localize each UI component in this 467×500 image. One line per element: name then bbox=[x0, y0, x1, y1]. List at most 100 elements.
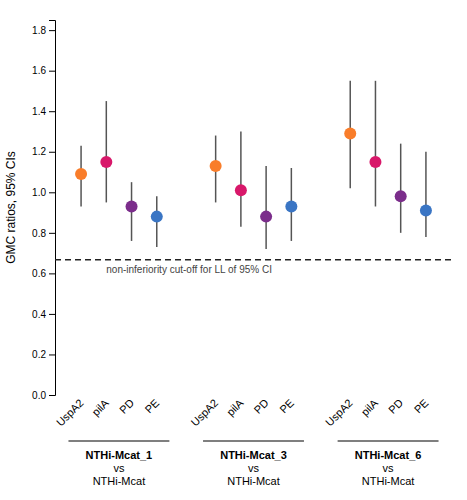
y-tick-mark bbox=[49, 111, 55, 112]
group-label-line: NTHi-Mcat_3 bbox=[220, 449, 287, 461]
error-bar bbox=[400, 144, 402, 233]
series bbox=[100, 81, 381, 227]
series bbox=[75, 81, 356, 207]
error-bar bbox=[106, 101, 108, 202]
y-tick-label: 1.2 bbox=[32, 146, 46, 157]
y-tick: 1.4 bbox=[32, 106, 55, 117]
x-axis: UspA2pilA PD PE bbox=[323, 396, 431, 428]
y-tick-label: 0.0 bbox=[32, 390, 46, 401]
y-tick-label: 0.2 bbox=[32, 349, 46, 360]
y-tick-label: 1.6 bbox=[32, 65, 46, 76]
group-label-line: NTHi-Mcat_6 bbox=[355, 449, 422, 461]
x-axis: UspA2pilA PD PE bbox=[188, 396, 296, 428]
y-tick-label: 1.4 bbox=[32, 106, 46, 117]
x-tick-label: PE bbox=[277, 397, 296, 416]
y-tick-mark bbox=[49, 273, 55, 274]
point bbox=[285, 200, 297, 212]
x-tick-label: PD bbox=[117, 397, 136, 416]
group-label-line: NTHi-Mcat bbox=[362, 475, 415, 487]
x-tick-label: PD bbox=[386, 397, 405, 416]
x-tick: PD bbox=[386, 397, 405, 416]
x-tick: UspA2 bbox=[188, 397, 220, 429]
plot-root: 0.0 0.2 0.4 0.6 0.8 1.0 1.2 1.4 1.6 1.8 GMC ratios… bbox=[4, 21, 452, 488]
y-axis: 0.0 0.2 0.4 0.6 0.8 1.0 1.2 1.4 1.6 1.8 bbox=[32, 21, 55, 401]
x-tick: pilA bbox=[359, 396, 381, 418]
x-tick: PD bbox=[251, 397, 270, 416]
y-tick: 1.6 bbox=[32, 65, 55, 76]
group-label: NTHi-Mcat_6vsNTHi-Mcat bbox=[355, 449, 422, 487]
point bbox=[420, 205, 432, 217]
y-tick: 1.0 bbox=[32, 187, 55, 198]
y-tick-mark bbox=[49, 233, 55, 234]
x-tick: UspA2 bbox=[323, 397, 355, 429]
x-tick-label: pilA bbox=[89, 396, 111, 418]
x-tick-label: PE bbox=[143, 397, 162, 416]
x-tick: pilA bbox=[224, 396, 246, 418]
y-tick: 0.8 bbox=[32, 228, 55, 239]
group-label-line: vs bbox=[383, 462, 395, 474]
x-tick: pilA bbox=[89, 396, 111, 418]
error-bar bbox=[265, 166, 267, 249]
x-tick: PE bbox=[277, 397, 296, 416]
y-tick-mark bbox=[49, 30, 55, 31]
x-tick: PE bbox=[143, 397, 162, 416]
plot-area bbox=[55, 81, 452, 260]
point bbox=[210, 160, 222, 172]
point bbox=[260, 211, 272, 223]
point bbox=[100, 156, 112, 168]
x-tick: PE bbox=[412, 397, 431, 416]
error-bar bbox=[240, 131, 242, 226]
x-tick-label: pilA bbox=[224, 396, 246, 418]
y-tick: 0.6 bbox=[32, 268, 55, 279]
x-tick-label: UspA2 bbox=[54, 397, 86, 429]
point bbox=[395, 190, 407, 202]
y-tick-mark bbox=[49, 354, 55, 355]
cutoff-label: non-inferiority cut-off for LL of 95% CI bbox=[106, 264, 272, 275]
y-tick-label: 0.8 bbox=[32, 228, 46, 239]
x-tick-label: UspA2 bbox=[188, 397, 220, 429]
point bbox=[151, 211, 163, 223]
group-label: NTHi-Mcat_3vsNTHi-Mcat bbox=[220, 449, 287, 487]
error-bar bbox=[375, 81, 377, 207]
group-label-line: vs bbox=[113, 462, 125, 474]
cutoff-line bbox=[55, 259, 452, 261]
group-underline bbox=[338, 440, 439, 441]
group-underline bbox=[203, 440, 304, 441]
y-tick: 1.8 bbox=[32, 25, 55, 36]
x-tick-label: PE bbox=[412, 397, 431, 416]
y-tick-label: 0.4 bbox=[32, 309, 46, 320]
group-underline bbox=[68, 440, 169, 441]
y-tick-label: 1.8 bbox=[32, 25, 46, 36]
point bbox=[75, 168, 87, 180]
y-tick: 0.0 bbox=[32, 390, 55, 401]
y-tick-mark bbox=[49, 314, 55, 315]
group-label-line: NTHi-Mcat_1 bbox=[86, 449, 153, 461]
y-tick-label: 0.6 bbox=[32, 268, 46, 279]
point bbox=[344, 128, 356, 140]
y-tick: 1.2 bbox=[32, 146, 55, 157]
series bbox=[151, 152, 432, 247]
point bbox=[235, 184, 247, 196]
y-tick-mark bbox=[49, 71, 55, 72]
point bbox=[369, 156, 381, 168]
group-label-line: NTHi-Mcat bbox=[227, 475, 280, 487]
group-label: NTHi-Mcat_1vsNTHi-Mcat bbox=[86, 449, 153, 487]
group-label-line: NTHi-Mcat bbox=[93, 475, 146, 487]
group-label-line: vs bbox=[248, 462, 260, 474]
point bbox=[126, 200, 138, 212]
y-axis-title: GMC ratios, 95% CIs bbox=[4, 151, 18, 264]
x-tick-label: PD bbox=[251, 397, 270, 416]
x-tick-label: UspA2 bbox=[323, 397, 355, 429]
y-tick-mark bbox=[49, 192, 55, 193]
error-bar bbox=[425, 152, 427, 237]
series bbox=[126, 144, 407, 249]
y-tick-mark bbox=[49, 152, 55, 153]
chart-svg: 0.0 0.2 0.4 0.6 0.8 1.0 1.2 1.4 1.6 1.8 GMC ratios… bbox=[0, 0, 467, 500]
y-tick: 0.4 bbox=[32, 309, 55, 320]
x-tick-label: pilA bbox=[359, 396, 381, 418]
x-tick: UspA2 bbox=[54, 397, 86, 429]
x-axis: UspA2pilA PD PE bbox=[54, 396, 162, 428]
y-tick-label: 1.0 bbox=[32, 187, 46, 198]
y-axis-line bbox=[49, 21, 56, 396]
y-tick: 0.2 bbox=[32, 349, 55, 360]
